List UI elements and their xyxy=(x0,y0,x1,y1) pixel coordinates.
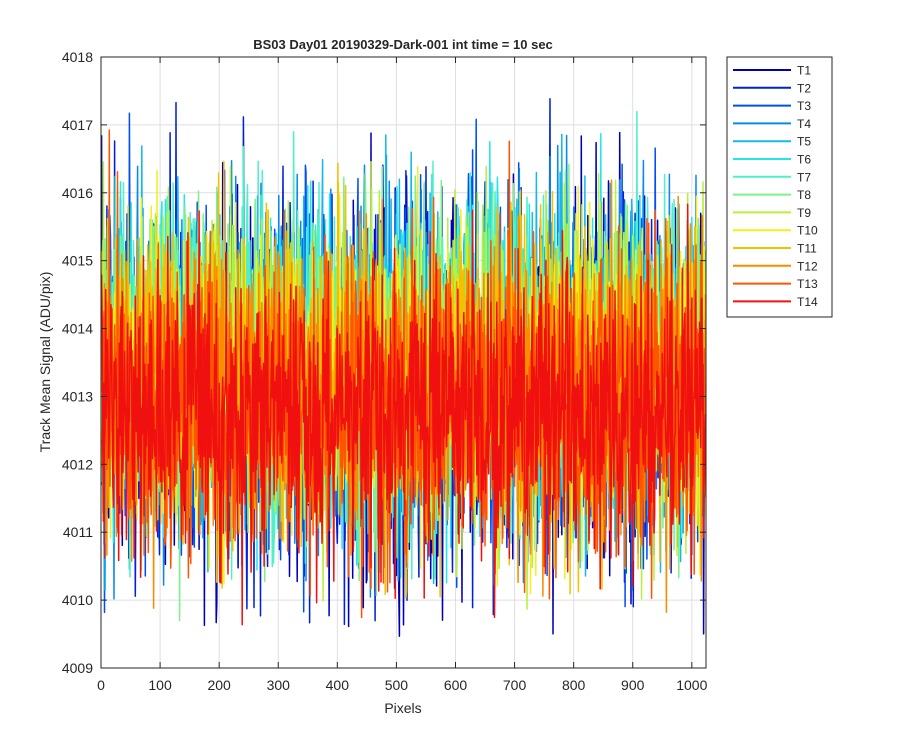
x-tick-label: 300 xyxy=(267,677,291,693)
x-tick-label: 800 xyxy=(562,677,586,693)
legend-label-t14: T14 xyxy=(797,295,818,309)
legend-label-t4: T4 xyxy=(797,117,811,131)
axes-box xyxy=(100,56,707,669)
legend-label-t3: T3 xyxy=(797,99,811,113)
y-tick-label: 4015 xyxy=(62,253,93,269)
legend-label-t5: T5 xyxy=(797,135,811,149)
legend-box xyxy=(726,56,833,318)
legend-label-t1: T1 xyxy=(797,64,811,78)
legend-label-t13: T13 xyxy=(797,277,818,291)
legend-label-t2: T2 xyxy=(797,81,811,95)
y-axis-label: Track Mean Signal (ADU/pix) xyxy=(37,272,53,453)
x-tick-label: 100 xyxy=(148,677,172,693)
series-line-t14 xyxy=(101,203,706,626)
plot-area: 0 100 200 300 400 500 600 700 800 900 1000 4009 4010… xyxy=(62,49,708,693)
legend-label-t7: T7 xyxy=(797,170,811,184)
x-tick-label: 700 xyxy=(503,677,527,693)
x-tick-label: 0 xyxy=(97,677,105,693)
legend-label-t11: T11 xyxy=(797,242,817,256)
legend-label-t6: T6 xyxy=(797,153,811,167)
y-tick-label: 4016 xyxy=(62,185,93,201)
x-tick-label: 500 xyxy=(385,677,409,693)
y-tick-label: 4017 xyxy=(62,117,93,133)
y-tick-label: 4011 xyxy=(63,524,93,540)
x-tick-label: 900 xyxy=(621,677,645,693)
y-tick-label: 4010 xyxy=(62,592,93,608)
x-tick-label: 1000 xyxy=(676,677,707,693)
y-tick-label: 4018 xyxy=(62,49,93,65)
y-tick-label: 4014 xyxy=(62,321,93,337)
y-tick-label: 4012 xyxy=(62,456,93,472)
x-axis-label: Pixels xyxy=(384,700,421,716)
x-tick-label: 200 xyxy=(207,677,231,693)
legend-label-t10: T10 xyxy=(797,224,818,238)
series-lines xyxy=(101,97,706,638)
legend-label-t12: T12 xyxy=(797,259,818,273)
legend-items: T1 T2 T3 T4 T5 T6 T7 T8 T9 T10 T11 T12 T13 T14 xyxy=(733,64,818,309)
legend[interactable]: T1 T2 T3 T4 T5 T6 T7 T8 T9 T10 T11 T12 T13 T14 xyxy=(726,56,833,318)
legend-label-t9: T9 xyxy=(797,206,811,220)
x-tick-label: 400 xyxy=(326,677,350,693)
y-tick-label: 4013 xyxy=(62,388,93,404)
legend-label-t8: T8 xyxy=(797,188,811,202)
y-tick-label: 4009 xyxy=(62,660,93,676)
x-tick-label: 600 xyxy=(444,677,468,693)
chart-title: BS03 Day01 20190329-Dark-001 int time = … xyxy=(253,37,553,52)
axis-ticks: 0 100 200 300 400 500 600 700 800 900 1000 4009 4010… xyxy=(62,49,708,693)
